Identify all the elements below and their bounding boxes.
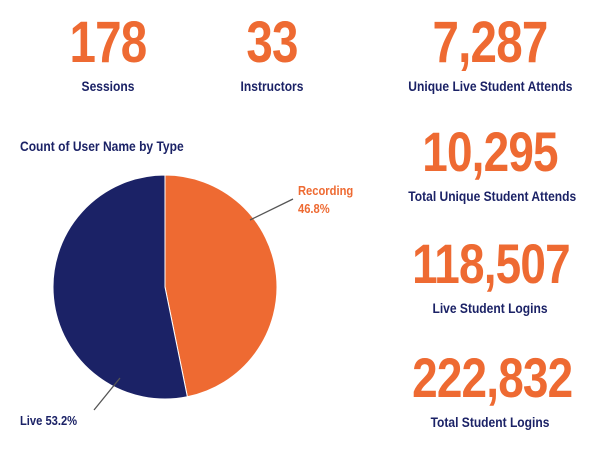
kpi-value: 222,832	[412, 346, 573, 409]
kpi-label: Live Student Logins	[432, 300, 548, 316]
recording-label-pct: 46.8%	[298, 201, 330, 216]
kpi-unique-live-attends: 7,287 Unique Live Student Attends	[395, 10, 585, 95]
kpi-instructors: 33 Instructors	[222, 10, 322, 95]
kpi-label: Total Unique Student Attends	[408, 188, 577, 204]
kpi-value: 10,295	[422, 120, 558, 183]
kpi-value: 118,507	[412, 232, 571, 295]
kpi-live-student-logins: 118,507 Live Student Logins	[395, 232, 585, 317]
kpi-label: Instructors	[240, 78, 304, 94]
pie-slice-recording	[164, 174, 278, 398]
kpi-label: Unique Live Student Attends	[408, 78, 573, 94]
kpi-sessions: 178 Sessions	[60, 10, 156, 95]
live-label-name: Live	[20, 413, 43, 428]
recording-leader-line	[249, 198, 294, 221]
kpi-label: Sessions	[81, 78, 135, 94]
kpi-value: 7,287	[432, 10, 549, 75]
chart-title: Count of User Name by Type	[20, 138, 184, 154]
live-slice-label: Live 53.2%	[20, 413, 77, 428]
kpi-total-unique-attends: 10,295 Total Unique Student Attends	[395, 120, 585, 205]
kpi-total-student-logins: 222,832 Total Student Logins	[395, 346, 585, 431]
kpi-label: Total Student Logins	[430, 414, 550, 430]
live-label-pct: 53.2%	[45, 413, 77, 428]
recording-label-name: Recording	[298, 183, 353, 198]
recording-slice-label: Recording 46.8%	[298, 183, 356, 216]
live-leader-line	[93, 377, 121, 411]
kpi-value: 33	[246, 10, 298, 75]
kpi-value: 178	[69, 10, 148, 75]
pie-slices	[52, 174, 278, 400]
pie-slice-live	[52, 174, 188, 400]
